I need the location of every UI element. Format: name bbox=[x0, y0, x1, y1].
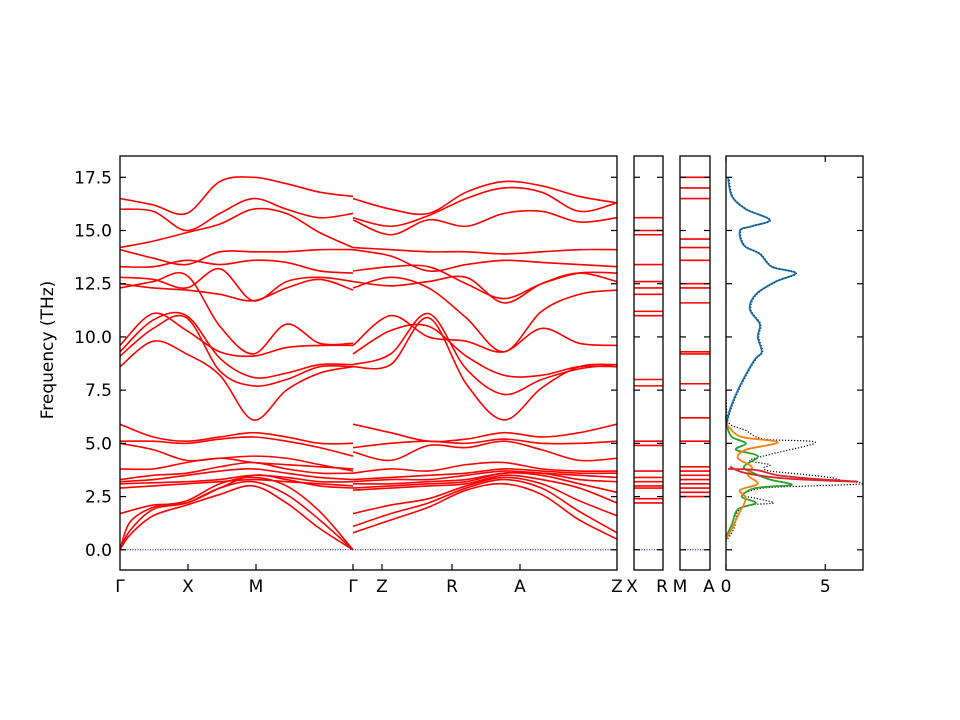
band-line bbox=[352, 423, 618, 443]
band-line bbox=[352, 470, 618, 483]
y-axis-label: Frequency (THz) bbox=[38, 281, 58, 420]
band-line bbox=[119, 278, 354, 302]
dos-x-tick-label: 0 bbox=[721, 577, 732, 597]
band-panel-x-r bbox=[633, 155, 664, 571]
band-line bbox=[119, 311, 354, 379]
y-tick-label: 2.5 bbox=[85, 488, 112, 508]
x-tick-label: Z bbox=[611, 577, 623, 597]
band-line bbox=[119, 478, 354, 489]
band-line bbox=[119, 476, 354, 551]
band-line bbox=[352, 314, 618, 353]
band-line bbox=[119, 436, 354, 457]
y-ticks bbox=[120, 176, 617, 551]
band-line bbox=[119, 312, 354, 358]
x-tick-label: X bbox=[182, 577, 194, 597]
x-tick-label: R bbox=[656, 577, 668, 597]
band-line bbox=[352, 186, 618, 228]
band-line bbox=[352, 440, 618, 462]
band-line bbox=[352, 468, 618, 481]
band-panel-m-a-frame bbox=[679, 155, 711, 571]
y-tick-label: 17.5 bbox=[74, 168, 112, 188]
band-panel-m-a bbox=[679, 155, 711, 571]
band-line bbox=[352, 246, 618, 255]
band-line bbox=[119, 484, 354, 551]
band-line bbox=[119, 457, 354, 471]
band-line bbox=[119, 207, 354, 249]
dos-curve bbox=[725, 390, 865, 542]
band-line bbox=[352, 312, 618, 396]
x-tick-label: M bbox=[673, 577, 688, 597]
y-ticks bbox=[680, 176, 710, 551]
band-line bbox=[352, 474, 618, 504]
band-line bbox=[119, 314, 354, 387]
band-line bbox=[352, 478, 618, 534]
y-tick-label: 10.0 bbox=[74, 328, 112, 348]
dos-x-tick-label: 5 bbox=[820, 577, 831, 597]
dos-curves bbox=[725, 177, 865, 542]
band-panel-x-r-frame bbox=[633, 155, 664, 571]
y-tick-label: 0.0 bbox=[85, 541, 112, 561]
band-line bbox=[119, 442, 354, 472]
band-lines bbox=[634, 216, 663, 504]
band-line bbox=[119, 197, 354, 232]
band-line bbox=[352, 209, 618, 236]
y-tick-label: 15.0 bbox=[74, 221, 112, 241]
x-tick-label: Γ bbox=[348, 577, 358, 597]
band-line bbox=[352, 180, 618, 216]
x-tick-label: X bbox=[626, 577, 638, 597]
band-line bbox=[119, 176, 354, 216]
band-line bbox=[119, 259, 354, 274]
band-panel-main-frame bbox=[119, 155, 618, 571]
band-line bbox=[352, 248, 618, 272]
y-tick-label: 12.5 bbox=[74, 275, 112, 295]
band-line bbox=[352, 471, 618, 485]
band-lines bbox=[119, 176, 618, 551]
band-line bbox=[119, 461, 354, 481]
band-line bbox=[352, 438, 618, 449]
band-line bbox=[119, 468, 354, 483]
band-line bbox=[352, 471, 618, 494]
x-tick-label: A bbox=[703, 577, 715, 597]
x-tick-label: Γ bbox=[115, 577, 125, 597]
band-line bbox=[119, 423, 354, 445]
band-line bbox=[352, 264, 618, 300]
band-line bbox=[352, 276, 618, 353]
x-tick-label: A bbox=[514, 577, 526, 597]
x-ticks bbox=[187, 564, 521, 570]
band-line bbox=[119, 268, 354, 302]
dos-curve bbox=[725, 421, 779, 540]
y-tick-label: 7.5 bbox=[85, 381, 112, 401]
x-tick-label: M bbox=[249, 577, 264, 597]
y-tick-label: 5.0 bbox=[85, 434, 112, 454]
band-line bbox=[119, 248, 354, 266]
y-tick-labels: 0.0 2.5 5.0 7.5 10.0 12.5 15.0 17.5 bbox=[74, 168, 112, 560]
band-line bbox=[352, 316, 618, 421]
band-line bbox=[119, 474, 354, 485]
dos-panel bbox=[725, 155, 865, 571]
dos-curve bbox=[727, 465, 858, 483]
band-panel-main bbox=[119, 155, 618, 571]
x-tick-label: Z bbox=[376, 577, 388, 597]
y-ticks bbox=[634, 176, 663, 551]
dos-panel-frame bbox=[725, 155, 864, 571]
band-line bbox=[352, 323, 618, 378]
dos-curve bbox=[725, 177, 798, 427]
band-line bbox=[352, 482, 618, 540]
band-line bbox=[119, 340, 354, 421]
band-line bbox=[352, 476, 618, 517]
x-tick-label: R bbox=[446, 577, 458, 597]
band-line bbox=[352, 461, 618, 474]
